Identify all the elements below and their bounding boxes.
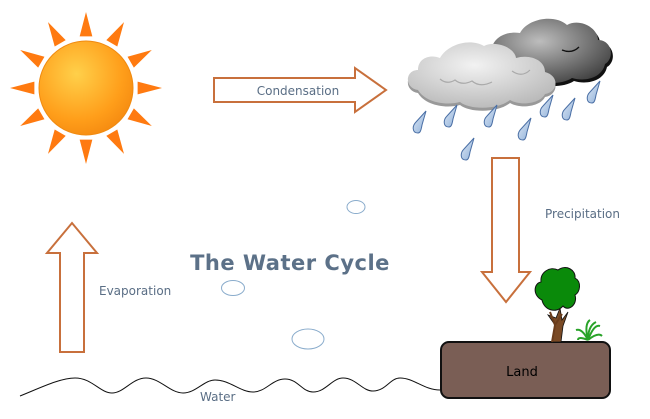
- sun-ray: [106, 129, 124, 154]
- sun-icon: [10, 12, 162, 164]
- sun-ray: [127, 50, 152, 68]
- sun-disc: [38, 40, 134, 136]
- evaporation-arrow: [44, 221, 100, 353]
- diagram-title: The Water Cycle: [190, 251, 390, 275]
- condensation-label: Condensation: [257, 84, 340, 98]
- raindrop-icon: [483, 104, 498, 128]
- sun-ray: [79, 12, 93, 37]
- raindrop-icon: [539, 94, 554, 118]
- raindrop-icon: [561, 97, 576, 121]
- land-block: [440, 341, 611, 399]
- raindrop-icon: [412, 110, 427, 134]
- sun-ray: [48, 129, 66, 154]
- sun-ray: [10, 81, 35, 95]
- water-label: Water: [200, 390, 236, 404]
- bubble: [346, 200, 366, 214]
- sun-ray: [106, 22, 124, 47]
- condensation-arrow: [213, 66, 388, 114]
- sun-ray: [20, 108, 45, 126]
- raindrop-icon: [517, 117, 532, 141]
- land-label: Land: [506, 365, 538, 380]
- bubble: [291, 328, 325, 350]
- bubble: [221, 280, 245, 296]
- cloud-light-icon: [407, 42, 556, 111]
- sun-ray: [20, 50, 45, 68]
- precipitation-label: Precipitation: [545, 207, 620, 221]
- sun-ray: [127, 108, 152, 126]
- raindrops: [412, 80, 601, 161]
- raindrop-icon: [460, 137, 475, 161]
- tree-icon: [534, 267, 580, 343]
- sun-ray: [137, 81, 162, 95]
- precipitation-arrow: [479, 157, 533, 304]
- palm-plant-icon: [575, 319, 603, 341]
- sun-ray: [79, 139, 93, 164]
- evaporation-label: Evaporation: [99, 284, 171, 298]
- water-wave: [19, 377, 441, 397]
- raindrop-icon: [586, 80, 601, 104]
- sun-ray: [48, 22, 66, 47]
- raindrop-icon: [443, 104, 458, 128]
